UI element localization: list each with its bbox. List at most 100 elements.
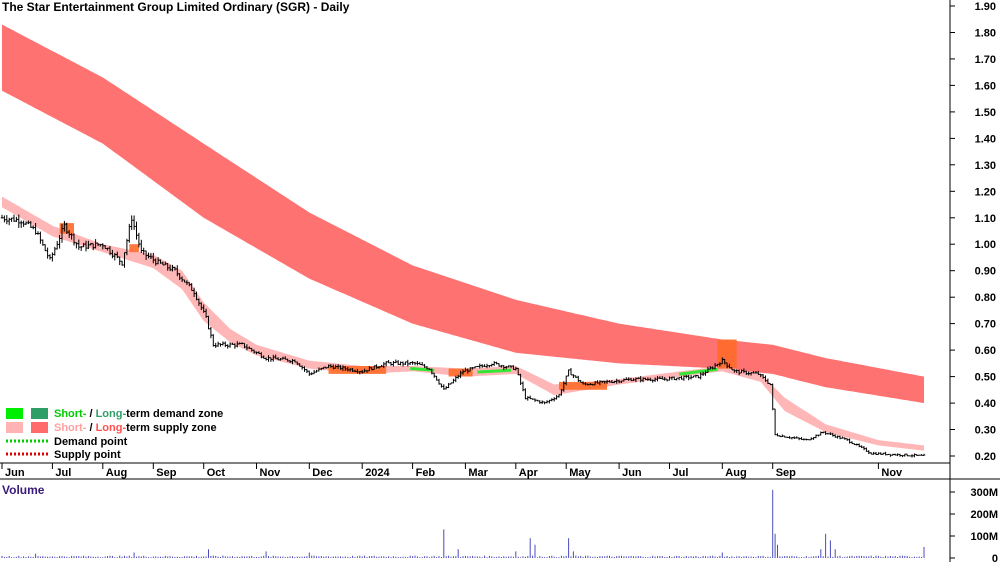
price-tick-label: 1.90 (975, 1, 996, 13)
candle (349, 368, 352, 372)
candle (428, 368, 431, 370)
price-tick-label: 1.00 (975, 239, 996, 251)
candle (200, 302, 203, 311)
candle (533, 398, 537, 402)
candle (584, 382, 587, 386)
candle (862, 446, 866, 451)
candle (795, 436, 798, 439)
candle (913, 453, 916, 458)
short-term-supply-swatch (6, 422, 23, 433)
volume-tick-label: 300M (970, 487, 998, 499)
candle (824, 431, 827, 435)
candle (802, 438, 806, 441)
candle (829, 432, 832, 435)
candle (461, 369, 465, 375)
candle (514, 366, 517, 371)
price-tick-label: 1.50 (975, 107, 996, 119)
candle (605, 379, 609, 384)
candle (601, 380, 604, 383)
candle (159, 259, 162, 264)
candle (781, 434, 784, 438)
candle (586, 383, 590, 386)
candle (879, 452, 882, 455)
candle (766, 378, 770, 384)
candle (682, 375, 686, 381)
candle (891, 453, 894, 456)
candle (860, 445, 863, 449)
candle (20, 220, 23, 228)
candle (334, 364, 337, 369)
candle (168, 264, 172, 272)
candle (339, 365, 342, 370)
candle (526, 396, 529, 401)
time-tick-label: Mar (468, 467, 488, 479)
candle (82, 242, 85, 248)
candle (790, 437, 794, 440)
candle (466, 368, 469, 374)
candle (670, 376, 674, 381)
candle (771, 383, 774, 411)
candle (397, 360, 400, 366)
candle (72, 233, 76, 246)
candle (889, 453, 892, 457)
candle (834, 434, 837, 438)
candle (430, 368, 433, 375)
candle (884, 451, 887, 456)
legend-separator: / (86, 408, 95, 420)
candle (406, 359, 409, 367)
volume-tick-label: 100M (970, 531, 998, 543)
candle (125, 238, 129, 256)
time-tick-label: Feb (416, 467, 436, 479)
candle (915, 454, 918, 456)
candle (173, 266, 177, 271)
candle (740, 369, 743, 374)
candle (409, 362, 412, 365)
candle (382, 362, 385, 368)
candle (276, 357, 280, 361)
candle (34, 223, 37, 235)
candle (228, 342, 232, 348)
candle (709, 366, 712, 370)
candle (87, 240, 90, 250)
price-tick-label: 0.90 (975, 266, 996, 278)
candle (387, 360, 390, 364)
time-tick-label: May (569, 467, 591, 479)
candle (317, 367, 321, 372)
candle (517, 367, 520, 376)
candle (70, 233, 73, 240)
candle (401, 361, 405, 367)
candle (877, 452, 880, 455)
candle (545, 400, 549, 404)
candle (488, 365, 491, 368)
candle (769, 382, 772, 386)
candle (308, 370, 311, 376)
candle (632, 378, 635, 382)
candle (262, 355, 265, 359)
candle (140, 239, 143, 254)
candle (332, 364, 335, 370)
candle (137, 232, 141, 248)
candle (224, 341, 227, 348)
candle (185, 280, 189, 285)
time-tick-label: Aug (725, 467, 746, 479)
candle (394, 359, 397, 364)
candle (922, 453, 926, 456)
candle (245, 344, 249, 351)
candle (238, 342, 241, 345)
candle (58, 234, 61, 249)
candle (267, 355, 270, 362)
candle (870, 452, 873, 455)
supply-highlight-4 (559, 381, 607, 390)
candle (250, 347, 253, 352)
candle (178, 273, 181, 281)
time-tick-label: Nov (260, 467, 282, 479)
candle (293, 359, 297, 363)
candle (154, 258, 157, 266)
candle (692, 375, 695, 378)
candle (519, 373, 522, 385)
candle (305, 368, 309, 374)
candle (874, 451, 878, 455)
candle (562, 381, 565, 392)
candle (130, 215, 133, 230)
candle (442, 384, 445, 390)
